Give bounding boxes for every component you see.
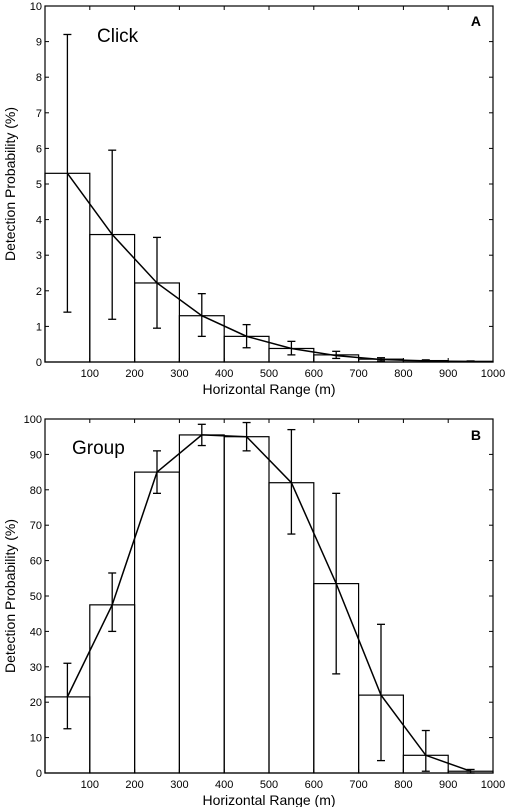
histogram-bar	[178, 434, 225, 774]
error-bar	[332, 492, 341, 675]
y-tick-label: 9	[36, 37, 42, 49]
error-bar	[332, 350, 341, 360]
y-tick-label: 40	[30, 626, 42, 638]
y-tick-label: 2	[36, 286, 42, 298]
y-tick-label: 5	[36, 179, 42, 191]
panel-title: Group	[72, 438, 125, 459]
y-tick-label: 3	[36, 250, 42, 262]
panel-title: Click	[97, 26, 139, 47]
error-bar	[197, 423, 206, 447]
error-bar	[153, 450, 161, 494]
y-tick-label: 6	[36, 143, 42, 155]
error-bar	[466, 768, 475, 774]
y-tick-label: 10	[30, 733, 42, 745]
y-tick-label: 1	[36, 321, 42, 333]
x-tick-label: 200	[125, 779, 143, 791]
chart-panel-b: 100 200 300 400 500 600 700 800 900 1000 0 10 20 30 40…	[2, 414, 505, 807]
chart-panel-a: 100 200 300 400 500 600 700 800 900 1000 0 1 2 3 4 5 6 7 8…	[2, 1, 505, 397]
y-tick-label: 50	[30, 591, 42, 603]
error-bar	[63, 662, 72, 730]
error-bar	[287, 428, 296, 535]
y-tick-label: 90	[30, 449, 42, 461]
y-tick-label: 100	[24, 414, 42, 426]
y-tick-label: 30	[30, 662, 42, 674]
x-tick-label: 900	[439, 779, 457, 791]
y-tick-label: 0	[36, 357, 42, 369]
error-bar	[108, 572, 117, 633]
y-tick-label: 80	[30, 485, 42, 497]
x-tick-label: 400	[215, 779, 233, 791]
y-tick-label: 20	[30, 697, 42, 709]
panel-letter: B	[471, 427, 481, 443]
y-tick-label: 70	[30, 520, 42, 532]
error-bar	[108, 149, 117, 320]
error-bar	[466, 360, 475, 363]
x-tick-label: 700	[349, 779, 367, 791]
x-tick-label: 300	[170, 779, 188, 791]
error-bar	[377, 357, 385, 362]
x-tick-label: 300	[170, 368, 188, 380]
x-tick-label: 800	[394, 368, 412, 380]
panel-letter: A	[471, 13, 481, 29]
x-tick-label: 600	[305, 368, 323, 380]
y-tick-label: 7	[36, 108, 42, 120]
x-tick-label: 500	[260, 779, 278, 791]
x-tick-label: 700	[349, 368, 367, 380]
histogram-bar	[223, 436, 270, 774]
error-bar	[377, 623, 385, 762]
x-axis-label: Horizontal Range (m)	[202, 381, 335, 397]
y-tick-label: 4	[36, 215, 42, 227]
y-axis-label: Detection Probability (%)	[2, 519, 18, 673]
x-tick-label: 200	[125, 368, 143, 380]
fit-curve	[66, 172, 471, 363]
y-tick-label: 10	[30, 1, 42, 13]
x-tick-label: 500	[260, 368, 278, 380]
x-tick-label: 1000	[481, 368, 505, 380]
x-tick-label: 1000	[481, 779, 505, 791]
x-tick-label: 100	[81, 368, 99, 380]
y-tick-label: 8	[36, 72, 42, 84]
x-tick-label: 800	[394, 779, 412, 791]
y-tick-label: 60	[30, 556, 42, 568]
error-bar	[153, 236, 161, 329]
y-tick-label: 0	[36, 768, 42, 780]
x-axis-label: Horizontal Range (m)	[202, 792, 335, 807]
error-bar	[287, 340, 296, 356]
x-tick-label: 600	[305, 779, 323, 791]
error-bar	[421, 729, 430, 772]
x-tick-label: 900	[439, 368, 457, 380]
y-axis-label: Detection Probability (%)	[2, 107, 18, 261]
fit-curve	[66, 434, 471, 772]
error-bar	[197, 292, 206, 338]
error-bar	[63, 33, 72, 313]
error-bar	[242, 421, 251, 452]
error-bar	[421, 359, 430, 362]
x-tick-label: 100	[81, 779, 99, 791]
error-bar	[242, 323, 251, 349]
x-tick-label: 400	[215, 368, 233, 380]
